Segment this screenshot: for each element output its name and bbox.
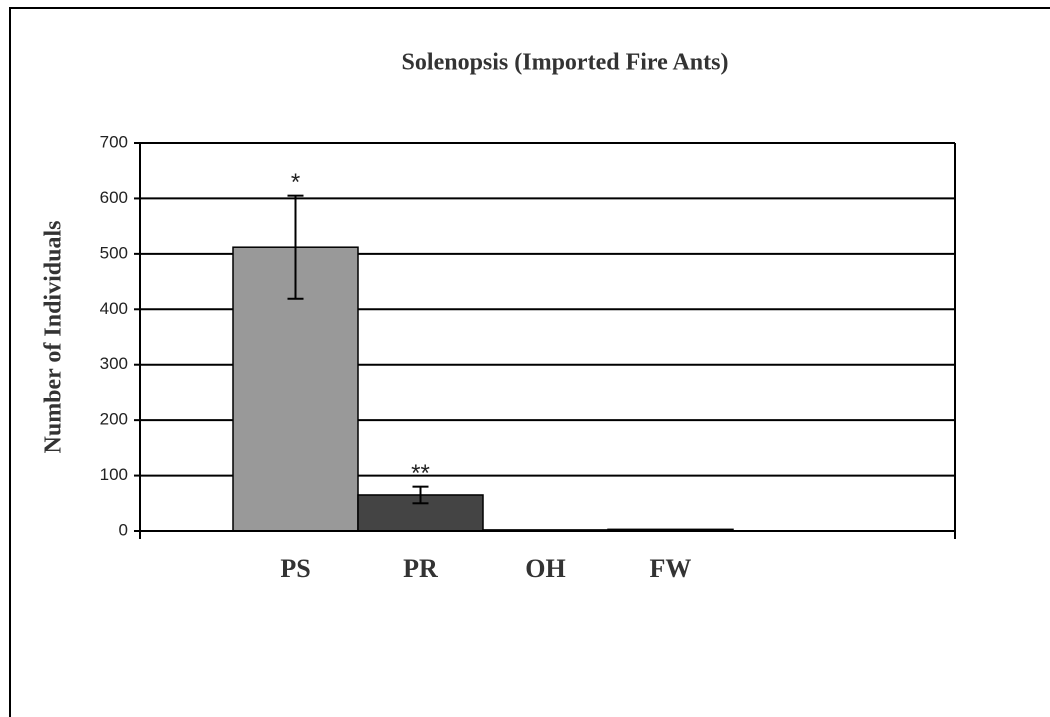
y-tick-label: 200 xyxy=(100,410,128,429)
y-tick-label: 700 xyxy=(100,132,128,151)
y-axis-label: Number of Individuals xyxy=(41,221,67,454)
frame xyxy=(9,7,1050,717)
chart-title: Solenopsis (Imported Fire Ants) xyxy=(402,50,729,76)
y-tick-label: 400 xyxy=(100,299,128,318)
x-tick-label: FW xyxy=(650,554,692,583)
annotation: ** xyxy=(411,460,430,487)
y-tick-label: 0 xyxy=(119,520,128,539)
y-tick-label: 100 xyxy=(100,465,128,484)
y-tick-label: 300 xyxy=(100,354,128,373)
y-tick-label: 500 xyxy=(100,243,128,262)
x-tick-label: PS xyxy=(280,554,310,583)
annotation: * xyxy=(291,169,300,196)
x-tick-label: OH xyxy=(525,554,565,583)
y-tick-label: 600 xyxy=(100,188,128,207)
x-tick-label: PR xyxy=(403,554,438,583)
